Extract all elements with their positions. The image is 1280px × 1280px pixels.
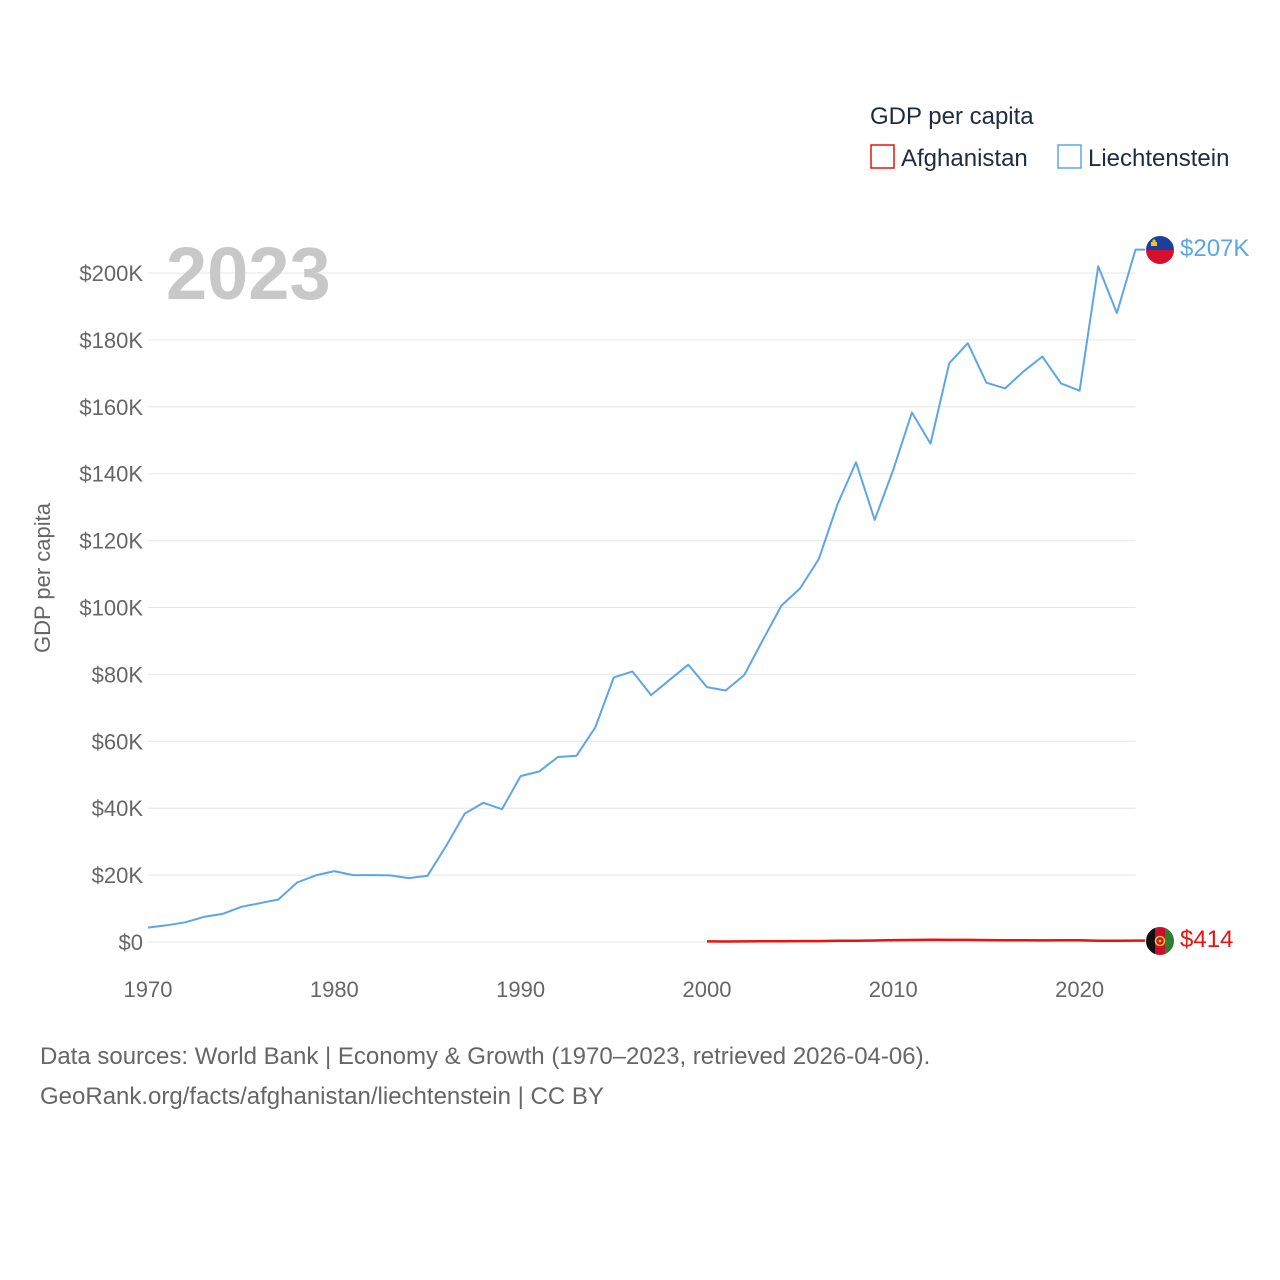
legend-item-afghanistan[interactable]: Afghanistan (870, 144, 1028, 172)
legend: GDP per capita Afghanistan Liechtenstein (870, 103, 1229, 172)
liechtenstein-end-label: $207K (1180, 235, 1249, 262)
y-tick-label: $0 (119, 930, 143, 955)
legend-item-liechtenstein[interactable]: Liechtenstein (1057, 144, 1229, 172)
year-label: 2023 (166, 232, 331, 315)
legend-swatch-afghanistan (870, 144, 895, 169)
y-tick-label: $200K (79, 261, 143, 286)
y-tick-label: $140K (79, 462, 143, 487)
y-axis-title: GDP per capita (30, 502, 55, 653)
legend-title: GDP per capita (870, 103, 1034, 130)
y-tick-label: $180K (79, 328, 143, 353)
gridlines (148, 272, 1136, 943)
series-lines (147, 248, 1146, 943)
y-tick-label: $20K (92, 863, 144, 888)
x-axis-ticks: 1970 1980 1990 2000 2010 2020 (124, 977, 1105, 1002)
y-tick-label: $80K (92, 662, 144, 687)
legend-label-afghanistan: Afghanistan (901, 145, 1028, 172)
x-tick-label: 2000 (682, 977, 731, 1002)
y-tick-label: $120K (79, 529, 143, 554)
y-tick-label: $160K (79, 395, 143, 420)
source-credit-line: Data sources: World Bank | Economy & Gro… (40, 1043, 931, 1070)
x-tick-label: 1990 (496, 977, 545, 1002)
x-tick-label: 2020 (1055, 977, 1104, 1002)
series-line-liechtenstein[interactable] (147, 248, 1146, 929)
x-tick-label: 1980 (310, 977, 359, 1002)
y-tick-label: $60K (92, 729, 144, 754)
liechtenstein-flag-icon (1145, 235, 1175, 265)
legend-label-liechtenstein: Liechtenstein (1088, 145, 1229, 172)
afghanistan-end-label: $414 (1180, 926, 1233, 953)
y-axis-ticks: $0 $20K $40K $60K $80K $100K $120K $140K $160K $1… (79, 261, 143, 955)
y-tick-label: $100K (79, 596, 143, 621)
legend-swatch-liechtenstein (1057, 144, 1082, 169)
y-tick-label: $40K (92, 796, 144, 821)
x-tick-label: 1970 (124, 977, 173, 1002)
afghanistan-flag-icon (1145, 926, 1175, 956)
x-tick-label: 2010 (869, 977, 918, 1002)
source-url-line[interactable]: GeoRank.org/facts/afghanistan/liechtenst… (40, 1083, 604, 1110)
series-line-afghanistan[interactable] (706, 938, 1146, 943)
